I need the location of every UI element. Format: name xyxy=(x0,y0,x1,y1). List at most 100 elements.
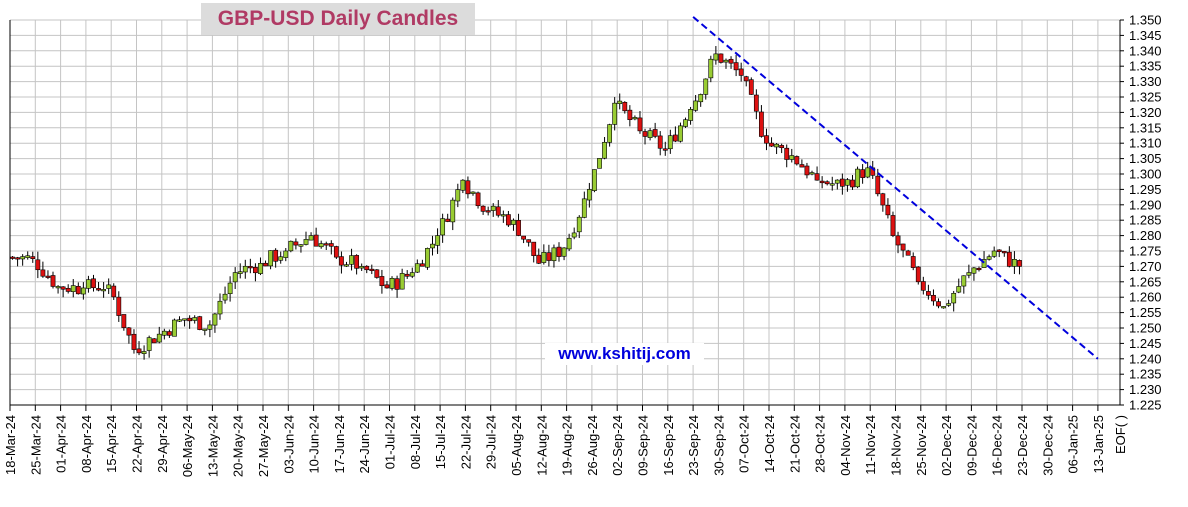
candle-down xyxy=(323,243,329,246)
x-tick-label: 08-Apr-24 xyxy=(79,415,94,473)
candle-up xyxy=(359,266,365,269)
x-tick-label: 01-Jul-24 xyxy=(383,415,398,469)
candle-down xyxy=(627,109,633,121)
candle-up xyxy=(227,282,233,295)
x-tick-label: 02-Sep-24 xyxy=(610,415,625,476)
candle-up xyxy=(678,125,683,142)
candle-down xyxy=(996,249,1002,252)
candle-up xyxy=(708,58,714,79)
x-tick-label: 22-Jul-24 xyxy=(458,415,473,469)
x-tick-label: 29-Jul-24 xyxy=(484,415,499,469)
candle-up xyxy=(617,100,623,104)
candle-up xyxy=(500,214,506,217)
candle-up xyxy=(146,337,152,351)
x-tick-label: EOF( ) xyxy=(1113,415,1128,454)
candle-up xyxy=(592,169,597,191)
trendline-resistance xyxy=(692,16,1099,360)
y-tick-label: 1.330 xyxy=(1129,74,1162,89)
candle-down xyxy=(151,338,157,344)
candle-down xyxy=(247,266,253,269)
candle-up xyxy=(561,247,567,257)
y-tick-label: 1.310 xyxy=(1129,136,1162,151)
candle-up xyxy=(425,248,430,268)
candle-up xyxy=(80,287,86,295)
candle-down xyxy=(374,269,380,278)
candle-up xyxy=(845,179,850,186)
candle-down xyxy=(794,156,800,165)
candle-down xyxy=(748,79,754,95)
candle-down xyxy=(824,181,830,185)
candle-down xyxy=(273,249,279,262)
y-tick-label: 1.275 xyxy=(1129,244,1162,259)
y-tick-label: 1.320 xyxy=(1129,105,1162,120)
candle-down xyxy=(814,173,820,181)
y-tick-label: 1.350 xyxy=(1129,13,1162,28)
candle-up xyxy=(865,167,871,178)
x-tick-label: 13-Jan-25 xyxy=(1091,415,1106,474)
x-tick-label: 09-Dec-24 xyxy=(964,415,979,476)
candle-down xyxy=(622,101,628,112)
candle-down xyxy=(339,256,344,266)
candle-down xyxy=(769,142,774,147)
x-tick-label: 05-Aug-24 xyxy=(509,415,524,476)
candle-down xyxy=(931,294,936,302)
candle-down xyxy=(839,178,845,187)
candle-up xyxy=(141,351,147,354)
candle-up xyxy=(571,232,577,238)
candle-up xyxy=(647,130,653,138)
candle-up xyxy=(971,267,977,274)
candle-up xyxy=(192,317,198,321)
x-tick-label: 16-Dec-24 xyxy=(990,415,1005,476)
y-tick-label: 1.340 xyxy=(1129,43,1162,58)
candle-down xyxy=(187,317,193,322)
y-tick-label: 1.305 xyxy=(1129,151,1162,166)
candle-up xyxy=(288,240,294,252)
candle-up xyxy=(258,263,263,274)
x-tick-label: 14-Oct-24 xyxy=(762,415,777,473)
x-tick-label: 04-Nov-24 xyxy=(838,415,853,476)
candle-down xyxy=(485,210,491,213)
x-tick-label: 23-Sep-24 xyxy=(686,415,701,476)
candle-down xyxy=(925,291,931,296)
candles xyxy=(10,46,1022,360)
y-tick-label: 1.265 xyxy=(1129,274,1162,289)
candle-up xyxy=(586,189,592,201)
candle-up xyxy=(713,53,719,61)
candle-down xyxy=(333,246,339,258)
candle-down xyxy=(354,255,360,269)
candle-up xyxy=(70,285,76,293)
candle-down xyxy=(15,257,20,260)
candle-down xyxy=(753,94,759,112)
candle-down xyxy=(475,192,481,207)
candle-up xyxy=(632,117,638,120)
candle-down xyxy=(556,246,562,257)
candle-down xyxy=(253,267,258,274)
candle-up xyxy=(349,255,354,265)
candle-down xyxy=(131,333,137,350)
candle-up xyxy=(688,109,693,121)
candle-up xyxy=(440,218,446,236)
candle-up xyxy=(551,247,557,262)
candle-down xyxy=(495,206,501,216)
candle-down xyxy=(45,275,51,278)
candle-down xyxy=(804,165,810,176)
candle-up xyxy=(597,158,602,169)
candle-up xyxy=(268,250,273,267)
candle-up xyxy=(607,124,613,143)
candle-down xyxy=(1017,260,1022,267)
candle-down xyxy=(779,145,785,149)
candle-down xyxy=(445,218,451,222)
x-tick-label: 12-Aug-24 xyxy=(534,415,549,476)
candle-up xyxy=(698,94,704,103)
y-tick-label: 1.240 xyxy=(1129,351,1162,366)
candle-down xyxy=(936,301,941,307)
candle-up xyxy=(774,143,779,148)
x-tick-label: 26-Aug-24 xyxy=(585,415,600,476)
candle-down xyxy=(657,135,663,149)
candle-down xyxy=(738,68,744,76)
y-tick-label: 1.260 xyxy=(1129,290,1162,305)
x-tick-label: 02-Dec-24 xyxy=(939,415,954,476)
candle-up xyxy=(86,279,91,289)
candle-down xyxy=(293,241,299,246)
chart-title: GBP-USD Daily Candles xyxy=(201,3,475,35)
